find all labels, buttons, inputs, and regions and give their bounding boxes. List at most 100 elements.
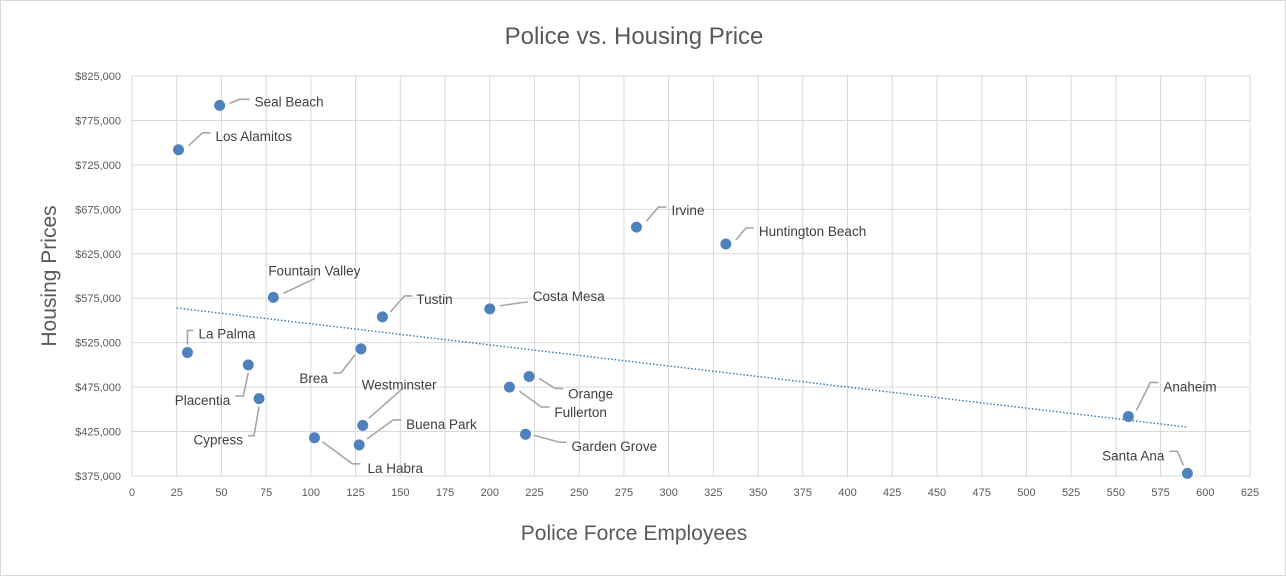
data-label-brea: Brea <box>299 371 328 386</box>
leader-line-cypress <box>248 406 260 437</box>
data-point-seal-beach <box>214 99 226 111</box>
x-tick-label: 400 <box>838 487 856 499</box>
data-point-la-palma <box>181 346 193 358</box>
data-point-placentia <box>242 359 254 371</box>
x-axis-title: Police Force Employees <box>521 522 747 545</box>
data-label-la-palma: La Palma <box>198 326 256 341</box>
y-tick-label: $625,000 <box>75 249 121 261</box>
leader-line-seal-beach <box>229 98 250 105</box>
x-tick-label: 375 <box>794 487 812 499</box>
x-tick-label: 75 <box>260 487 272 499</box>
x-tick-label: 25 <box>171 487 183 499</box>
y-tick-label: $525,000 <box>75 338 121 350</box>
x-tick-label: 425 <box>883 487 901 499</box>
data-label-fullerton: Fullerton <box>554 405 607 420</box>
leader-line-fullerton <box>518 390 550 408</box>
data-label-los-alamitos: Los Alamitos <box>216 129 293 144</box>
trendline <box>176 307 1188 428</box>
y-tick-label: $575,000 <box>75 293 121 305</box>
data-point-brea <box>355 343 367 355</box>
data-point-huntington-beach <box>720 238 732 250</box>
data-labels: Seal Beach Los Alamitos Irvine Huntington B… <box>175 94 1217 475</box>
data-label-costa-mesa: Costa Mesa <box>533 289 606 304</box>
data-point-tustin <box>376 311 388 323</box>
data-label-santa-ana: Santa Ana <box>1102 448 1165 463</box>
leader-line-tustin <box>389 295 413 313</box>
x-tick-label: 550 <box>1107 487 1125 499</box>
y-tick-label: $825,000 <box>75 71 121 83</box>
leader-line-placentia <box>235 372 250 397</box>
data-point-orange <box>523 370 535 382</box>
x-tick-label: 250 <box>570 487 588 499</box>
data-point-irvine <box>630 221 642 233</box>
leader-line-huntington-beach <box>735 227 754 241</box>
data-label-buena-park: Buena Park <box>406 417 477 432</box>
x-tick-label: 225 <box>525 487 543 499</box>
leader-line-los-alamitos <box>187 131 211 147</box>
x-tick-label: 0 <box>129 487 135 499</box>
leader-line-la-habra <box>321 441 361 465</box>
data-point-la-habra <box>308 432 320 444</box>
y-tick-label: $725,000 <box>75 160 121 172</box>
data-point-anaheim <box>1122 410 1134 422</box>
data-label-cypress: Cypress <box>193 433 243 448</box>
x-tick-label: 150 <box>391 487 409 499</box>
leader-line-santa-ana <box>1169 450 1185 466</box>
y-tick-label: $475,000 <box>75 382 121 394</box>
data-label-placentia: Placentia <box>175 393 231 408</box>
x-tick-label: 275 <box>615 487 633 499</box>
x-tick-label: 525 <box>1062 487 1080 499</box>
gridlines <box>131 75 1251 477</box>
y-axis-title: Housing Prices <box>38 205 61 346</box>
data-point-fountain-valley <box>267 291 279 303</box>
data-point-garden-grove <box>520 428 532 440</box>
data-point-costa-mesa <box>484 303 496 315</box>
leader-line-orange <box>538 377 564 390</box>
data-label-fountain-valley: Fountain Valley <box>268 263 360 278</box>
x-tick-label: 100 <box>302 487 320 499</box>
x-tick-label: 125 <box>346 487 364 499</box>
data-label-tustin: Tustin <box>416 292 452 307</box>
leader-line-anaheim <box>1135 381 1159 411</box>
y-tick-label: $775,000 <box>75 115 121 127</box>
x-tick-label: 325 <box>704 487 722 499</box>
data-point-santa-ana <box>1181 467 1193 479</box>
data-label-huntington-beach: Huntington Beach <box>759 224 866 239</box>
x-tick-label: 175 <box>436 487 454 499</box>
leader-line-brea <box>332 354 356 374</box>
data-points <box>173 99 1193 479</box>
leader-line-irvine <box>645 206 667 222</box>
leader-line-fountain-valley <box>282 277 316 295</box>
trendline-layer <box>176 307 1188 428</box>
x-tick-label: 575 <box>1151 487 1169 499</box>
leader-line-costa-mesa <box>499 301 528 307</box>
data-point-fullerton <box>503 381 515 393</box>
x-tick-label: 475 <box>973 487 991 499</box>
x-tick-label: 300 <box>659 487 677 499</box>
x-tick-label: 50 <box>215 487 227 499</box>
data-label-orange: Orange <box>568 386 613 401</box>
data-point-buena-park <box>353 439 365 451</box>
leader-line-la-palma <box>186 329 194 345</box>
leader-line-garden-grove <box>533 434 567 444</box>
x-tick-label: 350 <box>749 487 767 499</box>
data-label-anaheim: Anaheim <box>1163 379 1216 394</box>
x-tick-label: 600 <box>1196 487 1214 499</box>
leader-line-westminster <box>368 387 404 419</box>
x-tick-label: 450 <box>928 487 946 499</box>
data-label-westminster: Westminster <box>362 377 437 392</box>
data-label-garden-grove: Garden Grove <box>572 439 658 454</box>
x-tick-label: 200 <box>481 487 499 499</box>
data-point-westminster <box>357 419 369 431</box>
chart-title: Police vs. Housing Price <box>505 23 764 50</box>
data-label-irvine: Irvine <box>671 203 704 218</box>
data-label-la-habra: La Habra <box>367 461 423 476</box>
leader-lines <box>186 98 1185 466</box>
data-point-los-alamitos <box>173 144 185 156</box>
y-tick-label: $425,000 <box>75 427 121 439</box>
y-tick-label: $675,000 <box>75 204 121 216</box>
leader-line-buena-park <box>366 419 402 440</box>
x-tick-label: 500 <box>1017 487 1035 499</box>
